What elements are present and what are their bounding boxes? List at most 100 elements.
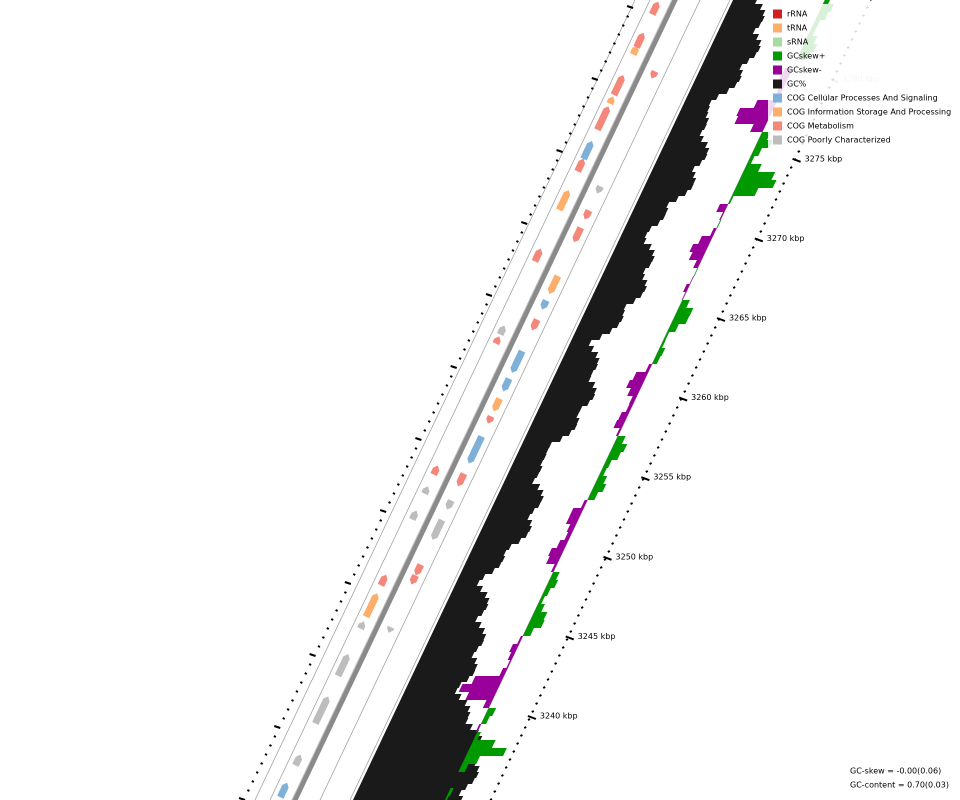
outer-tick — [299, 681, 303, 684]
outer-tick — [291, 699, 294, 702]
ruler-tick — [725, 302, 729, 305]
gc-skew-negative — [482, 700, 493, 708]
outer-tick — [502, 267, 506, 270]
outer-tick — [308, 663, 312, 666]
gene-feature — [595, 184, 604, 194]
gene-feature — [431, 518, 446, 540]
gc-skew-negative — [580, 500, 588, 508]
gc-skew-positive — [610, 444, 628, 452]
gc-skew-negative — [613, 420, 626, 428]
outer-tick — [612, 42, 616, 45]
outer-tick — [286, 708, 290, 711]
ruler-tick — [512, 750, 516, 753]
outer-tick — [326, 627, 330, 630]
legend-swatch — [773, 121, 782, 131]
gc-skew-negative — [734, 116, 770, 124]
legend-label: GCskew+ — [787, 52, 825, 61]
outer-tick — [626, 5, 634, 9]
gc-skew-positive — [602, 460, 612, 468]
outer-tick — [410, 456, 414, 459]
ruler-major-tick — [640, 476, 650, 482]
ruler-tick — [664, 430, 668, 433]
ruler-tick — [782, 182, 786, 185]
ruler-tick — [516, 742, 520, 745]
ruler-tick — [580, 606, 584, 609]
ruler-tick — [576, 614, 580, 617]
gene-feature — [492, 336, 501, 346]
gene-feature — [467, 434, 485, 464]
ruler-tick — [736, 278, 740, 281]
gene-feature — [414, 563, 424, 576]
legend-swatch — [773, 107, 782, 117]
outer-tick — [405, 465, 409, 468]
gc-skew-positive — [484, 708, 497, 716]
outer-tick — [542, 186, 546, 189]
gc-skew-negative — [618, 412, 630, 420]
gene-feature — [531, 248, 543, 263]
gc-skew-positive — [462, 756, 480, 764]
gene-feature — [574, 158, 586, 173]
gene-feature — [292, 754, 303, 767]
gene-feature — [540, 298, 550, 310]
gc-skew-negative — [681, 292, 687, 300]
gene-feature — [501, 377, 513, 392]
gc-skew-negative — [517, 636, 523, 644]
ruler-major-tick — [678, 396, 688, 402]
gc-skew-negative — [507, 652, 516, 660]
outer-tick — [379, 509, 387, 513]
outer-tick — [590, 87, 594, 90]
ruler-major-tick — [716, 317, 726, 322]
ruler-tick — [527, 718, 531, 721]
gene-feature — [277, 782, 289, 799]
outer-tick — [621, 24, 625, 27]
gc-skew-negative — [565, 516, 580, 524]
ruler-tick — [698, 358, 702, 361]
outer-tick — [617, 33, 621, 36]
ruler-tick — [504, 766, 508, 769]
legend-label: GC% — [787, 80, 807, 89]
ruler-tick — [554, 662, 558, 665]
outer-tick — [374, 528, 378, 531]
gene-feature — [572, 226, 584, 243]
gc-skew-positive — [465, 748, 507, 756]
ruler-tick — [535, 702, 539, 705]
ruler-tick — [683, 390, 687, 393]
ruler-tick — [785, 174, 789, 177]
outer-tick — [317, 645, 321, 648]
gene-feature — [530, 318, 541, 331]
gc-skew-negative — [548, 548, 565, 556]
outer-tick — [366, 546, 369, 549]
gc-skew-negative — [698, 236, 713, 244]
ruler-tick — [751, 246, 755, 249]
ruler-tick — [584, 598, 588, 601]
track-line — [291, 0, 673, 800]
gene-feature — [409, 510, 418, 522]
outer-tick — [591, 77, 599, 81]
ruler-tick — [637, 486, 641, 489]
gene-feature — [496, 325, 506, 337]
gene-feature — [606, 96, 615, 106]
outer-tick — [361, 555, 365, 558]
gc-skew-positive — [549, 572, 560, 580]
gc-skew-positive — [614, 436, 626, 444]
gc-skew-negative — [689, 244, 710, 252]
tracks — [238, 0, 834, 800]
ruler-tick — [599, 566, 603, 569]
track-line — [349, 0, 731, 800]
gc-skew-positive — [545, 580, 559, 588]
outer-tick — [445, 384, 449, 387]
legend-swatch — [773, 135, 782, 145]
gc-skew-negative — [688, 252, 706, 260]
gc-skew-positive — [655, 348, 666, 356]
gc-skew-positive — [758, 132, 771, 140]
gc-skew-positive — [750, 148, 762, 156]
legend-swatch — [773, 9, 782, 19]
gc-skew-positive — [481, 716, 490, 724]
gc-skew-positive — [728, 196, 734, 204]
outer-tick — [529, 213, 533, 216]
ruler-tick — [626, 510, 630, 513]
ruler-label: 3255 kbp — [653, 473, 691, 482]
legend-swatch — [773, 51, 782, 61]
ruler-tick — [550, 670, 554, 673]
outer-tick — [414, 447, 418, 450]
